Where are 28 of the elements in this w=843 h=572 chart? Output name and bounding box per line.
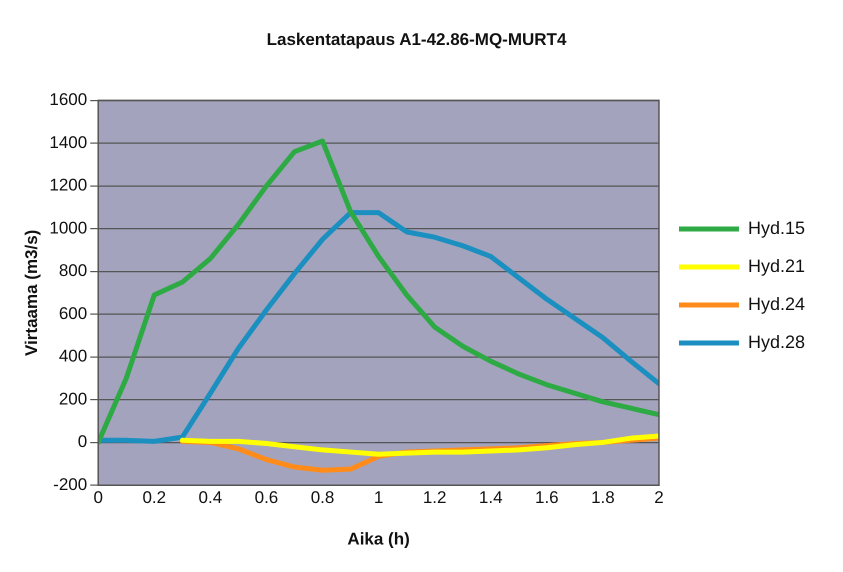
legend-label: Hyd.21 (748, 256, 806, 276)
y-tick-label: 800 (58, 261, 88, 280)
x-tick-label: 1 (374, 488, 384, 508)
y-tick-label: 0 (78, 432, 88, 452)
x-tick-label: 0 (93, 488, 103, 508)
x-tick-label: 2 (654, 488, 664, 508)
x-tick-label: 0.4 (198, 488, 222, 508)
x-axis-title: Aika (h) (347, 529, 410, 548)
y-tick-label: 600 (58, 304, 88, 323)
legend-label: Hyd.15 (748, 218, 806, 238)
y-tick-label: 1600 (49, 90, 88, 110)
x-tick-label: 1.2 (422, 488, 446, 508)
x-tick-label: 1.8 (591, 488, 615, 508)
y-tick-label: 400 (58, 346, 88, 366)
y-axis-title: Virtaama (m3/s) (22, 230, 41, 356)
y-tick-label: 1000 (49, 218, 88, 238)
x-tick-label: 0.8 (310, 488, 334, 508)
chart-title: Laskentatapaus A1-42.86-MQ-MURT4 (266, 30, 567, 49)
y-tick-label: 200 (58, 389, 88, 408)
legend-label: Hyd.28 (748, 332, 806, 352)
y-tick-label: 1400 (49, 132, 88, 152)
y-tick-label: -200 (53, 474, 88, 494)
legend-label: Hyd.24 (748, 294, 806, 314)
x-tick-label: 0.2 (142, 488, 166, 508)
x-tick-label: 1.6 (535, 488, 559, 508)
x-tick-label: 0.6 (254, 488, 278, 508)
y-tick-label: 1200 (49, 176, 88, 195)
x-tick-label: 1.4 (478, 488, 503, 508)
